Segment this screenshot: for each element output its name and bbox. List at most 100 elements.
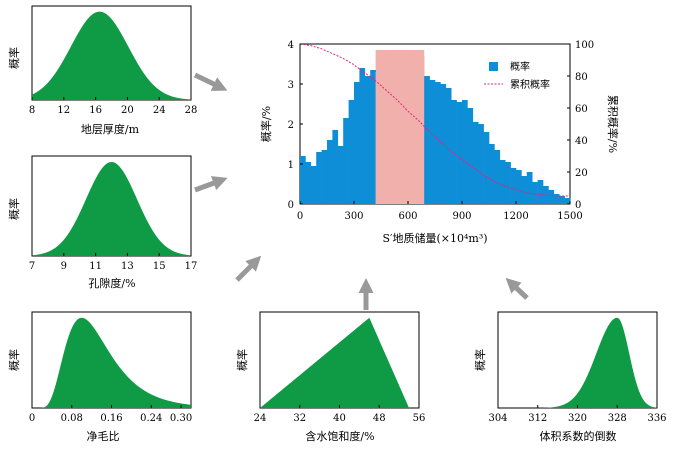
ntg-ylabel: 概率 [7, 349, 21, 371]
histogram-bar [359, 68, 366, 204]
histogram-bar [516, 170, 522, 204]
legend-line-label: 累积概率 [510, 78, 550, 91]
main-y-left-tick-label: 4 [288, 40, 294, 51]
x-tick-label: 20 [121, 105, 134, 116]
main-y-right-tick-label: 0 [575, 200, 581, 211]
panel-ntg: 0 0.08 0.16 0.24 0.30 概率 净毛比 [7, 311, 192, 443]
histogram-bar [305, 162, 312, 204]
histogram-bar [478, 124, 484, 204]
volfactor-ylabel: 概率 [473, 349, 487, 371]
histogram-bar [337, 146, 344, 204]
flow-arrows [193, 72, 529, 310]
panel-thickness: 8 12 16 20 24 28 概率 地层厚度/m [7, 5, 198, 136]
histogram-bar [445, 88, 452, 204]
x-tick-label: 24 [254, 413, 267, 424]
x-tick-label: 24 [153, 105, 166, 116]
x-tick-label: 40 [333, 413, 346, 424]
arrow-volfactor [505, 277, 529, 300]
main-x-tick-label: 1500 [557, 211, 582, 222]
arrow-porosity [194, 176, 228, 193]
histogram-bar [462, 100, 468, 204]
x-tick-label: 17 [185, 261, 198, 272]
thickness-xlabel: 地层厚度/m [81, 122, 140, 136]
x-tick-label: 320 [568, 413, 587, 424]
x-tick-label: 0.24 [140, 413, 162, 424]
main-x-tick-label: 900 [452, 211, 471, 222]
arrow-thickness [193, 72, 228, 91]
volfactor-xlabel: 体积系数的倒数 [540, 429, 617, 443]
histogram-bar [537, 180, 544, 204]
x-tick-label: 13 [121, 261, 134, 272]
panel-saturation: 24 32 40 48 56 概率 含水饱和度/% [235, 311, 426, 443]
x-tick-label: 48 [373, 413, 386, 424]
histogram-bar [424, 76, 430, 204]
arrow-ntg [235, 255, 262, 282]
porosity-ylabel: 概率 [7, 198, 21, 220]
histogram-bars [300, 50, 571, 204]
histogram-bar [559, 196, 565, 204]
x-tick-label: 15 [153, 261, 166, 272]
main-ylabel-right: 累积概率/% [606, 95, 620, 153]
ntg-x-ticks: 0 0.08 0.16 0.24 0.30 [29, 405, 192, 424]
x-tick-label: 0 [29, 413, 35, 424]
histogram-bar [435, 82, 441, 204]
x-tick-label: 16 [89, 105, 102, 116]
histogram-bar [375, 72, 382, 204]
histogram-bar [397, 50, 403, 204]
main-y-left-tick-label: 1 [288, 160, 294, 171]
saturation-distribution-curve [260, 317, 419, 408]
porosity-xlabel: 孔隙度/% [88, 276, 135, 290]
histogram-bar [332, 130, 339, 204]
legend: 概率 累积概率 [484, 60, 550, 91]
histogram-bar [386, 64, 393, 204]
x-tick-label: 336 [647, 413, 666, 424]
histogram-bar [526, 172, 533, 204]
histogram-bar [364, 76, 371, 204]
main-y-right-tick-label: 40 [575, 136, 588, 147]
x-tick-label: 56 [413, 413, 426, 424]
main-y-left-tick-label: 3 [288, 80, 294, 91]
histogram-bar [310, 166, 317, 204]
saturation-ylabel: 概率 [235, 349, 249, 371]
x-tick-label: 8 [29, 105, 35, 116]
porosity-x-ticks: 7 9 11 13 15 17 [29, 253, 198, 272]
histogram-bar [548, 190, 555, 204]
histogram-bar [327, 140, 333, 204]
x-tick-label: 32 [293, 413, 306, 424]
main-chart: 0 300 600 900 1200 1500 0 1 2 3 4 0 20 40 60 80 100 概率… [259, 40, 620, 245]
main-xlabel: S′地质储量(×10⁴m³) [382, 231, 487, 245]
x-tick-label: 0.16 [100, 413, 122, 424]
volfactor-distribution-curve [498, 317, 657, 408]
x-tick-label: 28 [185, 105, 198, 116]
volfactor-x-ticks: 304 312 320 328 336 [488, 405, 667, 424]
histogram-bar [402, 56, 409, 204]
x-tick-label: 0.08 [61, 413, 83, 424]
legend-bar-label: 概率 [510, 60, 530, 73]
main-y-left-tick-label: 0 [288, 200, 294, 211]
main-x-tick-label: 600 [398, 211, 417, 222]
histogram-bar [300, 156, 306, 204]
histogram-bar [494, 150, 501, 204]
main-x-tick-label: 0 [297, 211, 303, 222]
histogram-bar [418, 56, 425, 204]
histogram-bar [316, 152, 322, 204]
histogram-bar [499, 160, 506, 204]
main-y-right-tick-label: 100 [575, 40, 594, 51]
histogram-bar [381, 68, 387, 204]
histogram-bar [505, 162, 511, 204]
ntg-distribution-curve [32, 317, 191, 408]
main-y-right-tick-label: 80 [575, 72, 588, 83]
main-x-tick-label: 300 [344, 211, 363, 222]
histogram-bar [472, 122, 479, 204]
x-tick-label: 304 [488, 413, 507, 424]
x-tick-label: 11 [89, 261, 102, 272]
main-y-left-tick-label: 2 [288, 120, 294, 131]
histogram-bar [532, 182, 538, 204]
histogram-bar [354, 82, 360, 204]
histogram-bar [440, 84, 447, 204]
saturation-xlabel: 含水饱和度/% [305, 429, 374, 443]
thickness-distribution-curve [32, 11, 191, 101]
panel-volfactor: 304 312 320 328 336 概率 体积系数的倒数 [473, 311, 667, 443]
histogram-bar [370, 70, 376, 204]
legend-bar-swatch [489, 62, 498, 71]
